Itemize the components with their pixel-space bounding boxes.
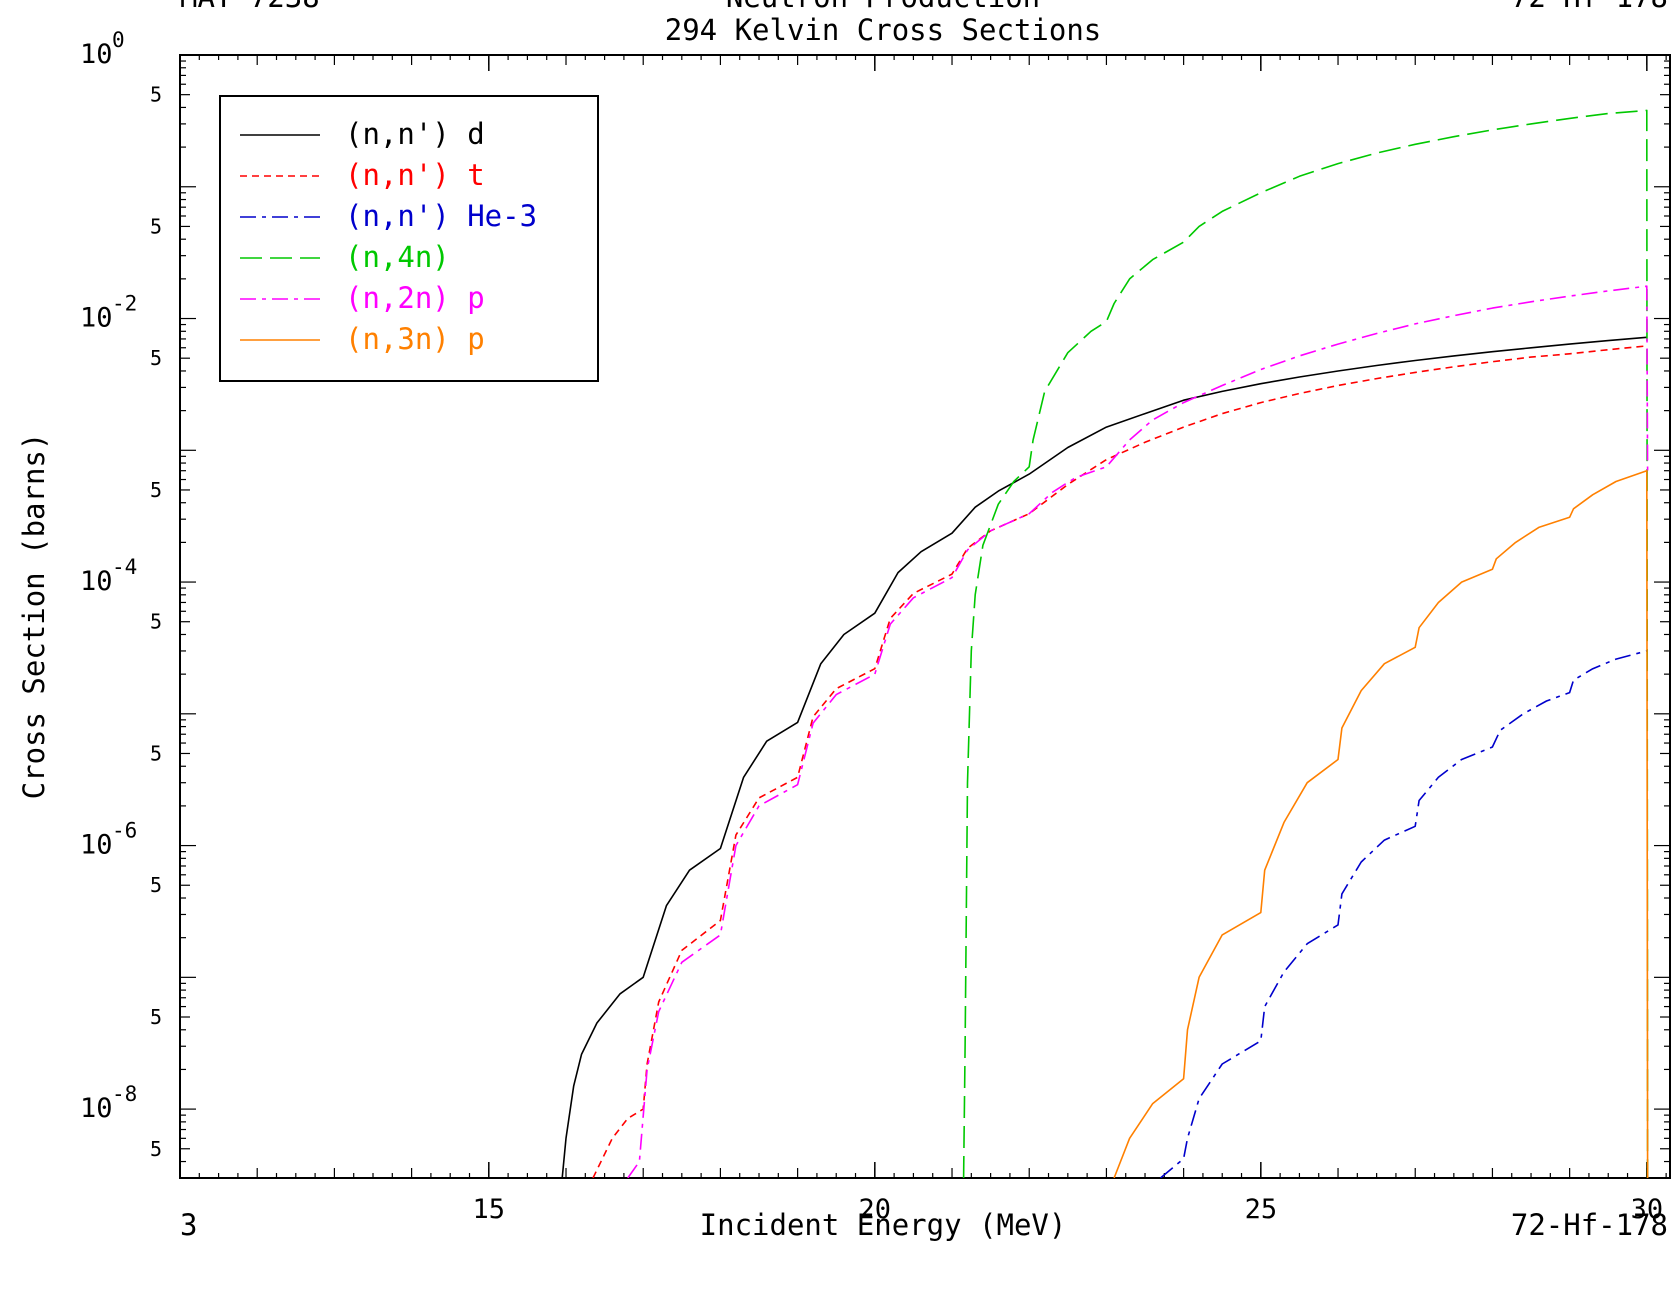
y-tick-label: 10 — [80, 1093, 113, 1124]
legend-label: (n,2n) p — [345, 281, 485, 315]
chart-heading: Neutron Production — [726, 0, 1040, 14]
y-tick-label: 10 — [80, 303, 113, 334]
y-minor-label: 5 — [150, 873, 162, 897]
y-tick-label: 10 — [80, 830, 113, 861]
y-minor-label: 5 — [150, 741, 162, 765]
plot-frame — [179, 54, 1671, 1179]
series-line-1 — [561, 336, 1647, 1178]
y-axis-label: Cross Section (barns) — [17, 433, 51, 800]
y-minor-label: 5 — [150, 478, 162, 502]
y-minor-label: 5 — [150, 214, 162, 238]
x-axis-label: Incident Energy (MeV) — [700, 1208, 1067, 1242]
legend-box — [219, 95, 599, 382]
legend-label: (n,3n) p — [345, 322, 485, 356]
y-tick-exponent: 0 — [112, 28, 125, 52]
series-line-6 — [1113, 469, 1649, 1178]
material-label: MAT 7238 — [180, 0, 320, 14]
legend-label: (n,n') t — [345, 158, 485, 192]
series-line-3 — [1159, 650, 1648, 1178]
x-tick-label: 15 — [473, 1194, 506, 1225]
x-tick-label: 20 — [859, 1194, 892, 1225]
y-minor-label: 5 — [150, 610, 162, 634]
y-tick-exponent: -8 — [112, 1082, 137, 1106]
y-tick-exponent: -6 — [112, 819, 137, 843]
series-line-2 — [592, 345, 1647, 1178]
nuclide-label-top: 72-Hf-178 — [1511, 0, 1668, 14]
legend: (n,n') d (n,n') t (n,n') He-3 (n,4n) (n,2n) … — [219, 95, 599, 382]
y-minor-label: 5 — [150, 83, 162, 107]
y-minor-label: 5 — [150, 1137, 162, 1161]
y-tick-label: 10 — [80, 39, 113, 70]
y-tick-label: 10 — [80, 566, 113, 597]
x-tick-label: 30 — [1631, 1194, 1664, 1225]
y-minor-label: 5 — [150, 346, 162, 370]
page-number: 3 — [180, 1208, 197, 1242]
legend-label: (n,n') He-3 — [345, 199, 537, 233]
legend-label: (n,n') d — [345, 117, 485, 151]
series-line-5 — [627, 285, 1649, 1178]
series-line-4 — [962, 109, 1649, 1178]
y-tick-exponent: -4 — [112, 555, 137, 579]
y-tick-exponent: -2 — [112, 292, 137, 316]
series-layer — [561, 109, 1649, 1178]
legend-label: (n,4n) — [345, 240, 450, 274]
chart-title: 294 Kelvin Cross Sections — [665, 13, 1102, 47]
nuclide-label-bottom: 72-Hf-178 — [1511, 1208, 1668, 1242]
x-tick-label: 25 — [1245, 1194, 1278, 1225]
y-minor-label: 5 — [150, 1005, 162, 1029]
